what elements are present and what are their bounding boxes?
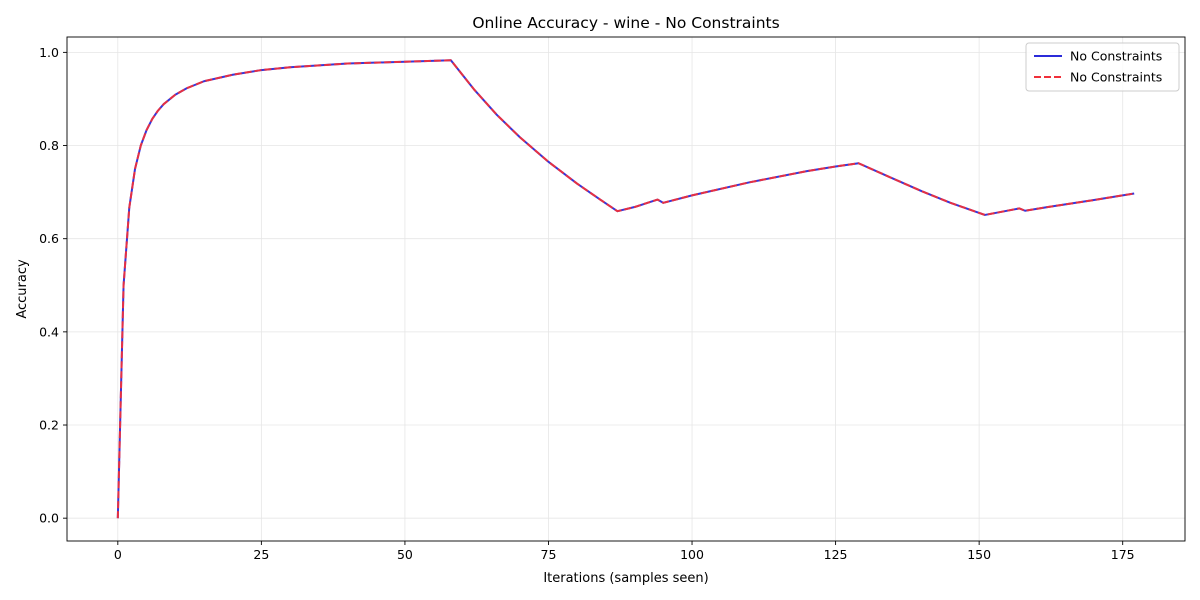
legend-label-1: No Constraints [1070,49,1162,64]
grid [67,37,1185,541]
y-tick-label: 0.0 [39,511,59,526]
y-tick-label: 0.2 [39,418,59,433]
y-axis-label: Accuracy [15,259,30,319]
x-tick-label: 50 [397,547,413,562]
y-tick-label: 0.4 [39,324,59,339]
x-tick-label: 0 [114,547,122,562]
chart-title: Online Accuracy - wine - No Constraints [472,14,779,32]
legend-box [1025,42,1180,92]
y-tick-label: 0.8 [39,138,59,153]
x-tick-label: 75 [541,547,557,562]
x-tick-label: 25 [253,547,269,562]
legend-label-2: No Constraints [1070,70,1162,85]
plot-frame [66,36,1186,542]
series-line-2 [116,59,1135,519]
axis-ticks: 0 25 50 75 100 125 150 175 0.0 0.2 0.4 0.6 0.8 1.0 [39,45,1135,562]
series-layer [116,59,1135,519]
legend: No Constraints No Constraints [1025,42,1180,92]
y-tick-label: 1.0 [39,45,59,60]
x-tick-label: 150 [967,547,991,562]
x-axis-label: Iterations (samples seen) [543,571,708,586]
x-tick-label: 125 [824,547,848,562]
y-tick-label: 0.6 [39,231,59,246]
x-tick-label: 175 [1111,547,1135,562]
x-tick-label: 100 [680,547,704,562]
